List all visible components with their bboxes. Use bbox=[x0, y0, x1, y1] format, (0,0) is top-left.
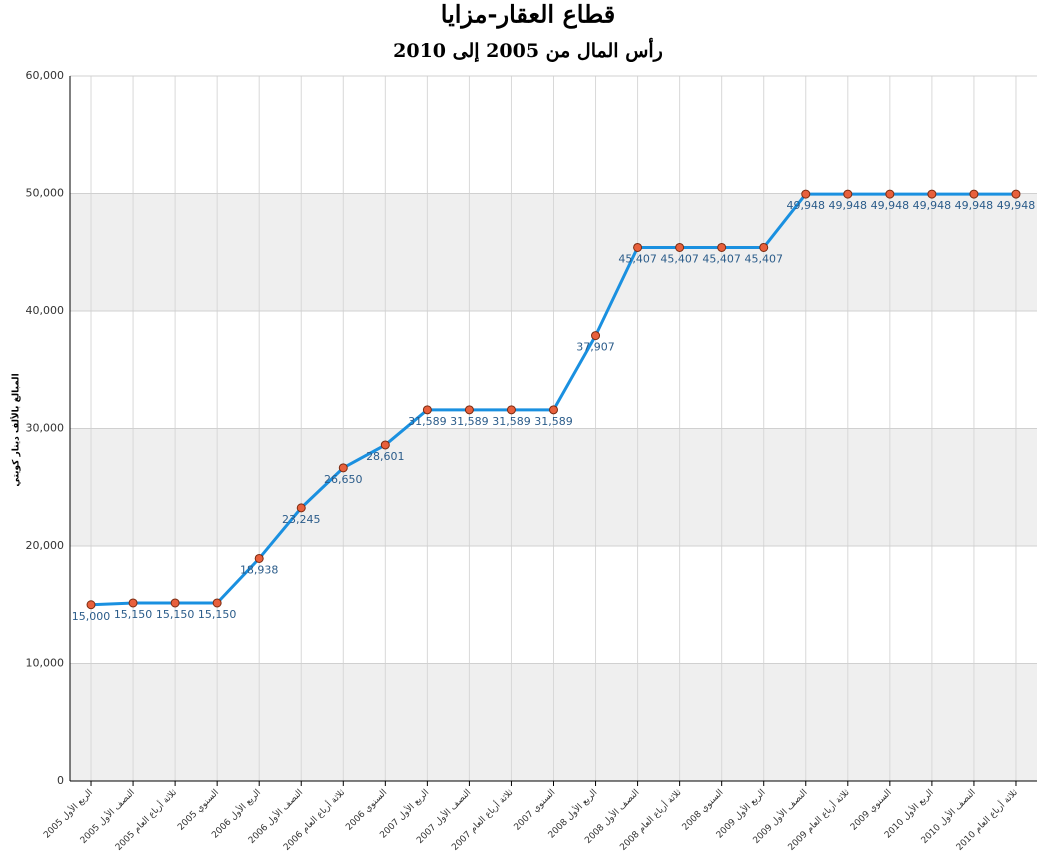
y-tick-label: 50,000 bbox=[26, 187, 65, 200]
point bbox=[885, 189, 895, 199]
data-label: 18,938 bbox=[240, 563, 279, 576]
point bbox=[464, 405, 474, 415]
data-label: 15,150 bbox=[156, 608, 195, 621]
data-label: 49,948 bbox=[871, 199, 910, 212]
data-label: 45,407 bbox=[660, 252, 699, 265]
data-label: 31,589 bbox=[408, 415, 447, 428]
point bbox=[338, 463, 348, 473]
point bbox=[170, 598, 180, 608]
y-tick-label: 60,000 bbox=[26, 69, 65, 82]
point bbox=[128, 598, 138, 608]
data-label: 49,948 bbox=[913, 199, 952, 212]
data-label: 49,948 bbox=[829, 199, 868, 212]
point bbox=[969, 189, 979, 199]
x-tick-label: السنوي 2008 bbox=[681, 788, 726, 833]
data-label: 31,589 bbox=[492, 415, 531, 428]
data-label: 45,407 bbox=[618, 252, 657, 265]
data-label: 49,948 bbox=[997, 199, 1036, 212]
y-axis-label: المبالغ بالألف دينار كويتي bbox=[10, 373, 22, 486]
point bbox=[675, 242, 685, 252]
data-label: 31,589 bbox=[450, 415, 489, 428]
point bbox=[1011, 189, 1021, 199]
data-label: 37,907 bbox=[576, 341, 615, 354]
data-label: 49,948 bbox=[787, 199, 826, 212]
point bbox=[254, 553, 264, 563]
point bbox=[843, 189, 853, 199]
data-label: 31,589 bbox=[534, 415, 573, 428]
y-tick-label: 30,000 bbox=[26, 422, 65, 435]
data-label: 45,407 bbox=[702, 252, 741, 265]
point bbox=[549, 405, 558, 415]
point bbox=[801, 189, 811, 199]
data-label: 15,000 bbox=[72, 610, 111, 623]
x-tick-label: السنوي 2009 bbox=[849, 788, 894, 833]
x-tick-label: السنوي 2005 bbox=[176, 788, 221, 833]
point bbox=[633, 242, 643, 252]
data-label: 15,150 bbox=[198, 608, 237, 621]
point bbox=[759, 242, 769, 252]
x-tick-label: السنوي 2006 bbox=[344, 788, 389, 833]
point bbox=[296, 503, 306, 513]
point bbox=[717, 242, 727, 252]
point bbox=[86, 600, 96, 610]
point bbox=[212, 598, 222, 608]
point bbox=[506, 405, 516, 415]
data-label: 26,650 bbox=[324, 473, 363, 486]
point bbox=[380, 440, 390, 450]
chart-subtitle: رأس المال من 2005 إلى 2010 bbox=[393, 37, 663, 63]
chart-title: قطاع العقار-مزايا bbox=[441, 0, 615, 30]
y-tick-label: 20,000 bbox=[26, 539, 65, 552]
data-label: 28,601 bbox=[366, 450, 405, 463]
data-label: 15,150 bbox=[114, 608, 153, 621]
point bbox=[591, 331, 601, 341]
data-label: 49,948 bbox=[955, 199, 994, 212]
data-label: 23,245 bbox=[282, 513, 321, 526]
data-label: 45,407 bbox=[744, 252, 783, 265]
point bbox=[927, 189, 937, 199]
y-tick-label: 0 bbox=[57, 774, 64, 787]
y-tick-label: 40,000 bbox=[26, 304, 65, 317]
point bbox=[422, 405, 432, 415]
y-tick-label: 10,000 bbox=[26, 657, 65, 670]
x-tick-label: السنوي 2007 bbox=[513, 788, 558, 833]
